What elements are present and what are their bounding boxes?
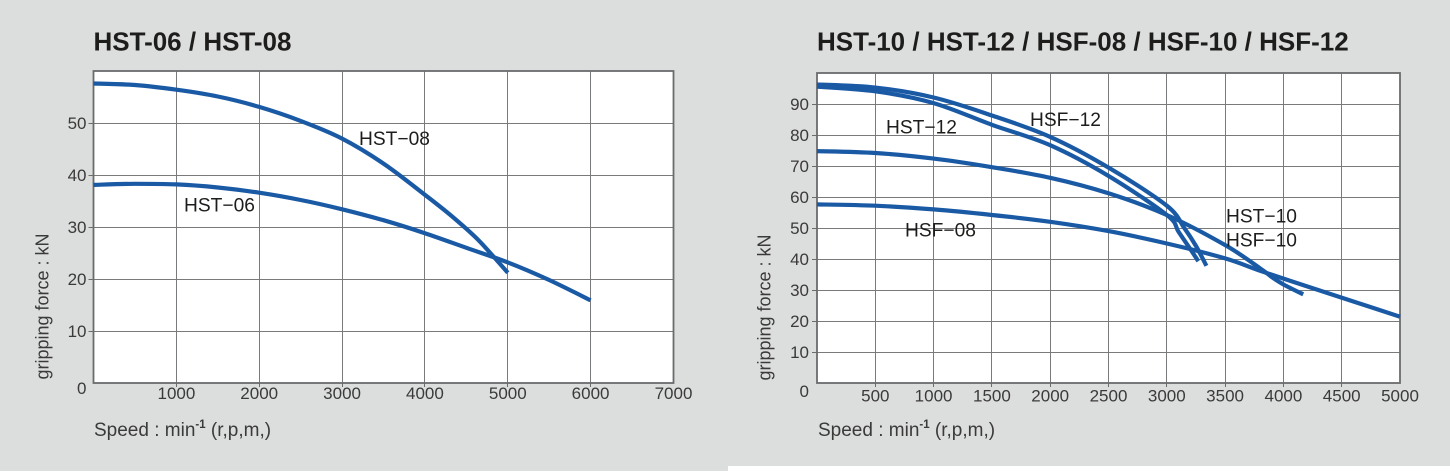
svg-text:4000: 4000	[406, 384, 444, 403]
svg-text:2000: 2000	[1031, 387, 1069, 406]
svg-text:70: 70	[790, 157, 809, 176]
svg-text:2000: 2000	[240, 384, 278, 403]
svg-text:30: 30	[68, 218, 87, 237]
svg-text:50: 50	[790, 219, 809, 238]
svg-text:40: 40	[790, 250, 809, 269]
svg-text:10: 10	[68, 322, 87, 341]
svg-text:HSF−10: HSF−10	[1226, 231, 1297, 252]
svg-text:0: 0	[77, 379, 86, 398]
svg-text:1000: 1000	[915, 387, 953, 406]
svg-text:20: 20	[68, 270, 87, 289]
svg-text:2500: 2500	[1090, 387, 1128, 406]
svg-text:HST−10: HST−10	[1226, 207, 1297, 228]
svg-text:3500: 3500	[1206, 387, 1244, 406]
svg-text:500: 500	[861, 387, 889, 406]
svg-text:HST-06 / HST-08: HST-06 / HST-08	[94, 27, 292, 57]
svg-text:40: 40	[68, 166, 87, 185]
svg-text:60: 60	[790, 188, 809, 207]
svg-text:90: 90	[790, 95, 809, 114]
svg-text:gripping force : kN: gripping force : kN	[33, 233, 53, 379]
svg-text:HSF−08: HSF−08	[905, 221, 976, 242]
svg-text:50: 50	[68, 114, 87, 133]
svg-text:HST−06: HST−06	[184, 196, 255, 217]
svg-text:20: 20	[790, 312, 809, 331]
svg-text:80: 80	[790, 126, 809, 145]
svg-text:30: 30	[790, 281, 809, 300]
svg-text:1000: 1000	[157, 384, 195, 403]
svg-text:HST−08: HST−08	[359, 129, 430, 150]
svg-text:4500: 4500	[1323, 387, 1361, 406]
svg-text:Speed : min-1 (r,p,m,): Speed : min-1 (r,p,m,)	[94, 419, 271, 441]
svg-text:Speed : min-1 (r,p,m,): Speed : min-1 (r,p,m,)	[818, 419, 995, 441]
svg-text:5000: 5000	[1381, 387, 1419, 406]
svg-text:4000: 4000	[1264, 387, 1302, 406]
svg-text:HST-10 / HST-12 / HSF-08 / HSF: HST-10 / HST-12 / HSF-08 / HSF-10 / HSF-…	[817, 27, 1349, 57]
svg-text:gripping force : kN: gripping force : kN	[755, 234, 775, 380]
svg-text:7000: 7000	[655, 384, 693, 403]
svg-text:1500: 1500	[973, 387, 1011, 406]
svg-text:3000: 3000	[1148, 387, 1186, 406]
svg-text:0: 0	[800, 382, 809, 401]
svg-text:HST−12: HST−12	[886, 118, 957, 139]
svg-text:3000: 3000	[323, 384, 361, 403]
svg-text:10: 10	[790, 343, 809, 362]
svg-text:6000: 6000	[572, 384, 610, 403]
svg-text:HSF−12: HSF−12	[1030, 110, 1101, 131]
svg-text:5000: 5000	[489, 384, 527, 403]
